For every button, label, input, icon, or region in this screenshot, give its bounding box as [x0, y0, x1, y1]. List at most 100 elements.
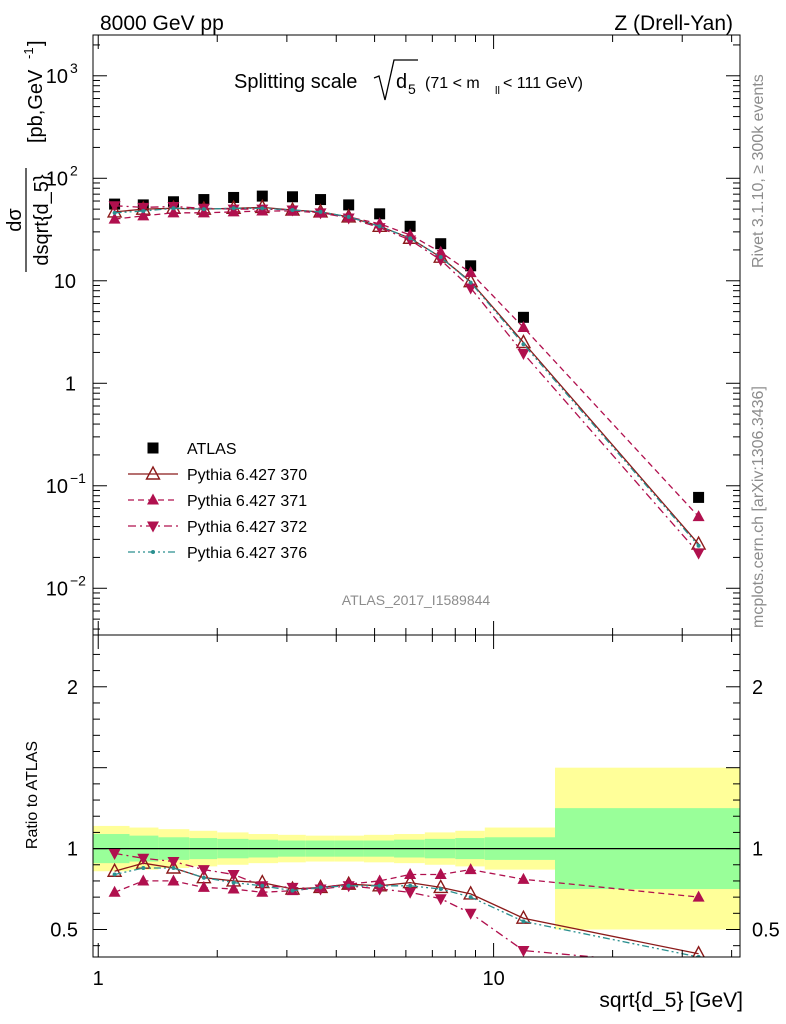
ratio-line — [114, 868, 699, 898]
ratio-point — [197, 865, 210, 877]
ratio-point — [197, 880, 210, 892]
main-ylabel: dσ dsqrt{d_5} [pb,GeV -1 ] — [4, 40, 53, 272]
header-left: 8000 GeV pp — [100, 12, 224, 35]
series-Pythia-6427-372 — [108, 201, 705, 560]
ratio-y-tick-label-right: 1 — [752, 839, 763, 861]
ratio-point — [290, 888, 295, 893]
data-point — [171, 206, 176, 211]
legend-label: Pythia 6.427 370 — [187, 467, 307, 484]
title-range-post: < 111 GeV) — [503, 75, 583, 92]
y-tick-label-exp: −1 — [70, 470, 86, 486]
data-point — [112, 210, 117, 215]
y-tick-label: 10 — [46, 168, 68, 190]
ratio-point — [433, 878, 449, 894]
ratio-point — [692, 945, 705, 957]
y-tick-label: 1 — [65, 373, 76, 395]
legend-entry: ATLAS — [147, 441, 237, 458]
data-point — [228, 191, 240, 203]
title-sqrt-sub: 5 — [408, 81, 416, 97]
data-point — [404, 235, 417, 247]
ratio-line — [114, 867, 699, 957]
header-right: Z (Drell-Yan) — [614, 12, 733, 35]
ratio-point — [137, 853, 150, 865]
legend-marker — [151, 550, 155, 554]
data-point — [521, 342, 526, 347]
ratio-point — [464, 863, 477, 875]
y-tick-label-exp: −2 — [70, 572, 86, 588]
ratio-point — [286, 882, 299, 894]
ratio-ylabel: Ratio to ATLAS — [24, 741, 41, 849]
legend-entry: Pythia 6.427 372 — [128, 519, 307, 536]
series-line — [114, 205, 700, 554]
ylabel-units-sup: -1 — [21, 47, 36, 59]
ratio-point — [227, 882, 240, 894]
ratio-point — [260, 883, 265, 888]
ylabel-num: dσ — [4, 208, 26, 232]
data-point — [286, 191, 298, 203]
title-main: Splitting scale — [234, 71, 357, 93]
ratio-uncertainty-bands — [93, 767, 740, 930]
y-tick-label-exp: 2 — [70, 162, 78, 178]
ratio-point — [517, 946, 530, 957]
legend-entry: Pythia 6.427 370 — [128, 465, 307, 484]
ratio-point — [404, 867, 417, 879]
ratio-point — [171, 866, 176, 871]
ratio-point — [377, 883, 382, 888]
ratio-y-tick-label: 0.5 — [50, 919, 78, 941]
ratio-series-Pythia-6427-376 — [112, 866, 701, 957]
data-point — [290, 208, 295, 213]
data-point — [517, 321, 530, 333]
legend: ATLAS Pythia 6.427 370 Pythia 6.427 371 Pyt… — [128, 441, 307, 562]
ratio-point — [438, 887, 443, 892]
legend-marker — [145, 465, 161, 480]
legend-marker — [147, 521, 159, 533]
legend-marker — [147, 442, 159, 454]
ratio-point — [434, 894, 447, 906]
ratio-point — [137, 874, 150, 886]
ratio-panel-frame — [92, 634, 741, 958]
ylabel-units-close: ] — [25, 40, 47, 46]
legend-label: Pythia 6.427 371 — [187, 493, 307, 510]
legend-label: Pythia 6.427 372 — [187, 519, 307, 536]
ratio-point — [434, 867, 447, 879]
legend-label: Pythia 6.427 376 — [187, 545, 307, 562]
data-point — [137, 202, 150, 214]
title-range-sub: ll — [495, 85, 500, 97]
ratio-point — [201, 875, 206, 880]
y-tick-label: 10 — [46, 578, 68, 600]
mcplots-label: mcplots.cern.ch [arXiv:1306.3436] — [750, 386, 767, 628]
data-point — [404, 220, 416, 232]
data-point — [693, 491, 705, 503]
ratio-point — [108, 885, 121, 897]
data-point — [374, 208, 386, 220]
legend-label: ATLAS — [187, 441, 237, 458]
y-tick-label: 10 — [54, 271, 76, 293]
data-point — [343, 199, 355, 211]
data-point — [696, 543, 701, 548]
ratio-point — [464, 908, 477, 920]
data-point — [435, 238, 447, 250]
data-point — [377, 224, 382, 229]
ratio-point — [468, 895, 473, 900]
title-sqrt-d: d — [396, 71, 407, 93]
ratio-point — [231, 880, 236, 885]
x-tick-label: 10 — [482, 968, 504, 990]
ratio-y-tick-label-right: 0.5 — [752, 919, 780, 941]
data-point — [464, 283, 477, 295]
y-tick-label: 10 — [46, 66, 68, 88]
series-ATLAS — [109, 190, 705, 503]
data-point — [315, 194, 327, 206]
data-point — [517, 349, 530, 361]
ratio-point — [165, 859, 182, 874]
ratio-point — [112, 872, 117, 877]
ratio-series-group — [106, 848, 705, 957]
data-point — [692, 548, 705, 560]
analysis-tag: ATLAS_2017_I1589844 — [342, 592, 491, 608]
ratio-point — [521, 919, 526, 924]
ratio-point — [404, 887, 417, 899]
ratio-point — [373, 874, 386, 886]
ratio-point — [408, 883, 413, 888]
ratio-point — [692, 890, 705, 902]
